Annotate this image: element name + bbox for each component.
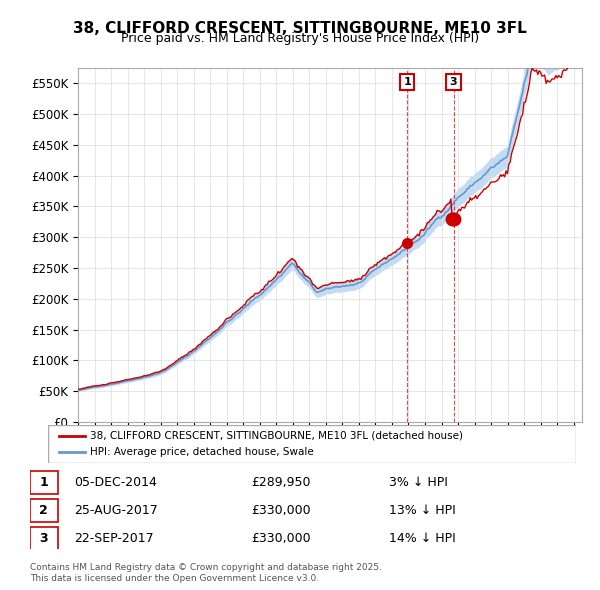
Text: 25-AUG-2017: 25-AUG-2017 (74, 504, 158, 517)
Text: 1: 1 (40, 476, 48, 489)
Text: £330,000: £330,000 (251, 532, 310, 545)
Text: 2: 2 (40, 504, 48, 517)
Text: 3: 3 (40, 532, 48, 545)
Text: 1: 1 (403, 77, 411, 87)
Text: 3: 3 (450, 77, 457, 87)
Text: 13% ↓ HPI: 13% ↓ HPI (389, 504, 455, 517)
Text: Price paid vs. HM Land Registry's House Price Index (HPI): Price paid vs. HM Land Registry's House … (121, 32, 479, 45)
Text: 05-DEC-2014: 05-DEC-2014 (74, 476, 157, 489)
Text: £289,950: £289,950 (251, 476, 310, 489)
FancyBboxPatch shape (30, 527, 58, 550)
Text: £330,000: £330,000 (251, 504, 310, 517)
FancyBboxPatch shape (30, 499, 58, 522)
Text: 3% ↓ HPI: 3% ↓ HPI (389, 476, 448, 489)
Text: HPI: Average price, detached house, Swale: HPI: Average price, detached house, Swal… (90, 447, 314, 457)
FancyBboxPatch shape (30, 471, 58, 494)
Text: 38, CLIFFORD CRESCENT, SITTINGBOURNE, ME10 3FL (detached house): 38, CLIFFORD CRESCENT, SITTINGBOURNE, ME… (90, 431, 463, 441)
Text: 14% ↓ HPI: 14% ↓ HPI (389, 532, 455, 545)
Text: 38, CLIFFORD CRESCENT, SITTINGBOURNE, ME10 3FL: 38, CLIFFORD CRESCENT, SITTINGBOURNE, ME… (73, 21, 527, 35)
FancyBboxPatch shape (48, 425, 576, 463)
Text: 22-SEP-2017: 22-SEP-2017 (74, 532, 154, 545)
Text: Contains HM Land Registry data © Crown copyright and database right 2025.
This d: Contains HM Land Registry data © Crown c… (30, 563, 382, 583)
